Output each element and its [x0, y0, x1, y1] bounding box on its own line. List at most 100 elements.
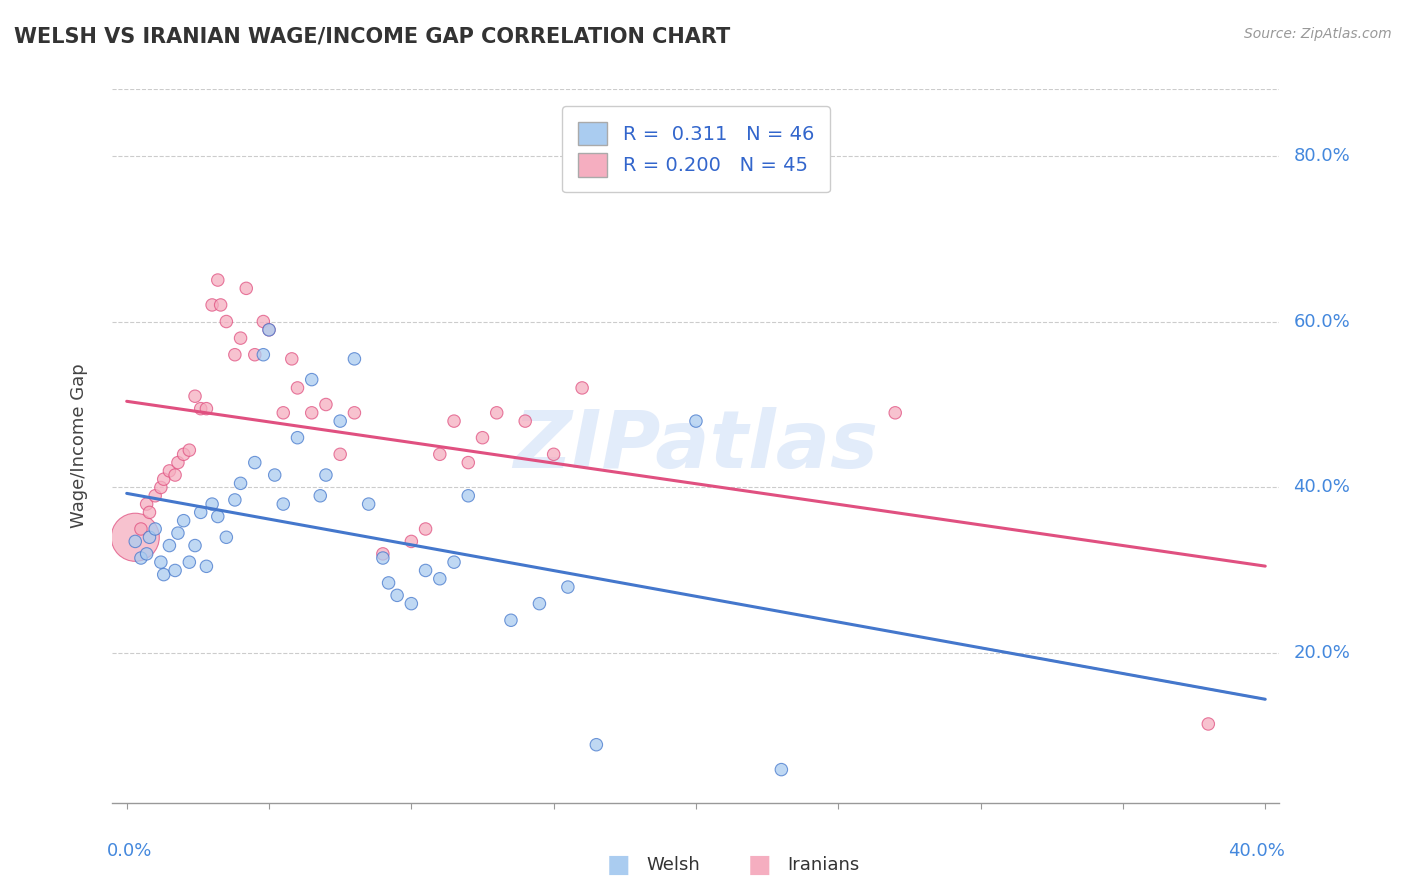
- Point: [215, 314, 238, 328]
- Point: [371, 551, 394, 566]
- Legend: R =  0.311   N = 46, R = 0.200   N = 45: R = 0.311 N = 46, R = 0.200 N = 45: [562, 106, 830, 193]
- Point: [157, 464, 180, 478]
- Point: [152, 567, 174, 582]
- Point: [149, 555, 172, 569]
- Point: [287, 381, 309, 395]
- Point: [165, 564, 187, 578]
- Point: [195, 559, 218, 574]
- Point: [149, 481, 172, 495]
- Point: [271, 406, 294, 420]
- Text: 40.0%: 40.0%: [1294, 478, 1350, 497]
- Point: [143, 489, 166, 503]
- Point: [138, 530, 160, 544]
- Point: [685, 414, 707, 428]
- Text: 80.0%: 80.0%: [1294, 146, 1350, 165]
- Point: [471, 431, 494, 445]
- Point: [281, 351, 304, 366]
- Text: Iranians: Iranians: [787, 856, 859, 874]
- Text: 0.0%: 0.0%: [107, 842, 152, 860]
- Point: [252, 348, 274, 362]
- Point: [1197, 717, 1219, 731]
- Point: [401, 597, 423, 611]
- Point: [429, 572, 451, 586]
- Point: [329, 447, 352, 461]
- Point: [243, 456, 266, 470]
- Point: [443, 414, 465, 428]
- Point: [415, 564, 437, 578]
- Point: [235, 281, 257, 295]
- Point: [357, 497, 380, 511]
- Text: Welsh: Welsh: [647, 856, 700, 874]
- Point: [207, 273, 229, 287]
- Point: [209, 298, 232, 312]
- Point: [243, 348, 266, 362]
- Point: [271, 497, 294, 511]
- Point: [257, 323, 280, 337]
- Point: [252, 314, 274, 328]
- Point: [371, 547, 394, 561]
- Point: [257, 323, 280, 337]
- Point: [152, 472, 174, 486]
- Point: [301, 373, 323, 387]
- Point: [443, 555, 465, 569]
- Point: [499, 613, 522, 627]
- Point: [301, 406, 323, 420]
- Point: [315, 468, 337, 483]
- Point: [309, 489, 332, 503]
- Point: [229, 476, 252, 491]
- Point: [770, 763, 793, 777]
- Text: 40.0%: 40.0%: [1229, 842, 1285, 860]
- Point: [457, 489, 479, 503]
- Point: [124, 534, 146, 549]
- Point: [585, 738, 607, 752]
- Point: [184, 539, 207, 553]
- Point: [377, 575, 399, 590]
- Point: [190, 505, 212, 519]
- Point: [157, 539, 180, 553]
- Text: ZIPatlas: ZIPatlas: [513, 407, 879, 485]
- Point: [429, 447, 451, 461]
- Point: [543, 447, 565, 461]
- Point: [179, 443, 201, 458]
- Point: [224, 492, 246, 507]
- Point: [224, 348, 246, 362]
- Point: [167, 526, 190, 541]
- Text: ■: ■: [748, 854, 770, 877]
- Point: [215, 530, 238, 544]
- Point: [287, 431, 309, 445]
- Text: WELSH VS IRANIAN WAGE/INCOME GAP CORRELATION CHART: WELSH VS IRANIAN WAGE/INCOME GAP CORRELA…: [14, 27, 730, 46]
- Point: [129, 551, 152, 566]
- Point: [485, 406, 508, 420]
- Y-axis label: Wage/Income Gap: Wage/Income Gap: [70, 364, 89, 528]
- Point: [184, 389, 207, 403]
- Point: [343, 406, 366, 420]
- Point: [415, 522, 437, 536]
- Text: Source: ZipAtlas.com: Source: ZipAtlas.com: [1244, 27, 1392, 41]
- Point: [138, 505, 160, 519]
- Text: 60.0%: 60.0%: [1294, 312, 1350, 331]
- Point: [529, 597, 551, 611]
- Point: [515, 414, 537, 428]
- Point: [190, 401, 212, 416]
- Point: [124, 530, 146, 544]
- Text: ■: ■: [607, 854, 630, 877]
- Point: [195, 401, 218, 416]
- Point: [229, 331, 252, 345]
- Point: [263, 468, 285, 483]
- Point: [315, 397, 337, 411]
- Point: [457, 456, 479, 470]
- Point: [135, 497, 157, 511]
- Point: [343, 351, 366, 366]
- Text: 20.0%: 20.0%: [1294, 644, 1350, 663]
- Point: [201, 497, 224, 511]
- Point: [135, 547, 157, 561]
- Point: [385, 588, 408, 602]
- Point: [179, 555, 201, 569]
- Point: [173, 447, 195, 461]
- Point: [167, 456, 190, 470]
- Point: [129, 522, 152, 536]
- Point: [165, 468, 187, 483]
- Point: [329, 414, 352, 428]
- Point: [884, 406, 907, 420]
- Point: [401, 534, 423, 549]
